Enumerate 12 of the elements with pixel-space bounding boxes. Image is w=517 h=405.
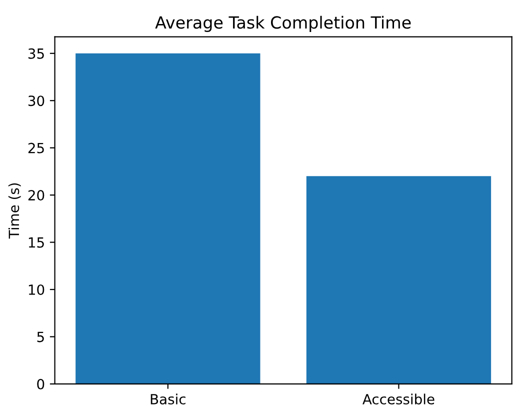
y-tick-label: 0	[37, 378, 44, 390]
y-tick-label: 30	[28, 96, 44, 106]
y-tick-label: 35	[28, 48, 44, 59]
chart-title: Average Task Completion Time	[155, 16, 411, 32]
y-tick-label: 15	[28, 237, 44, 248]
y-tick-label: 10	[28, 284, 44, 295]
y-tick-label: 5	[37, 332, 44, 342]
y-axis-title: Time (s)	[8, 183, 21, 239]
y-tick-label: 20	[28, 190, 44, 201]
y-tick-label: 25	[28, 142, 44, 154]
x-tick-label: Accessible	[362, 394, 434, 404]
x-tick-label: Basic	[150, 394, 186, 404]
